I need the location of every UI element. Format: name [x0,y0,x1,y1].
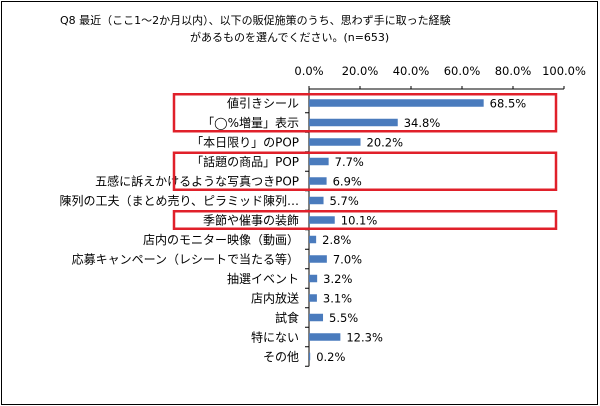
data-label: 5.5% [329,311,358,325]
x-tick-label: 60.0% [444,64,481,78]
x-tick-label: 20.0% [342,64,379,78]
bar [309,157,329,166]
data-label: 0.2% [316,350,345,364]
bar [309,216,335,224]
category-label: 特にない [251,330,299,345]
category-label: 「本日限り」のPOP [191,136,299,150]
bar [309,138,361,146]
data-label: 10.1% [341,214,378,228]
bar [309,333,341,341]
data-label: 6.9% [333,175,362,189]
data-label: 68.5% [490,97,527,111]
data-label: 3.2% [323,272,352,286]
x-tick-label: 100.0% [542,64,586,78]
bar [309,255,327,263]
chart-title: Q8 最近（ここ1～2か月以内）、以下の販促施策のうち、思わず手に取った経験 が… [60,12,480,46]
data-label: 7.0% [333,253,362,267]
bar [309,235,317,244]
category-label: 抽選イベント [227,272,299,286]
category-label: 店内放送 [251,291,299,306]
category-label: 五感に訴えかけるような写真つきPOP [95,174,299,189]
category-label: 応募キャンペーン（レシートで当たる等） [72,253,299,267]
category-label: 試食 [275,310,299,325]
x-tick-label: 0.0% [294,64,323,78]
highlight-box [172,93,558,133]
category-label: 値引きシール [227,96,299,111]
highlight-box [172,151,558,191]
bar [309,274,318,283]
data-label: 3.1% [323,292,352,306]
highlight-box [172,210,558,230]
data-label: 7.7% [335,155,364,169]
bar [309,118,398,127]
question-line-2: があるものを選んでください。(n=653) [190,31,390,44]
question-line-1: Q8 最近（ここ1～2か月以内）、以下の販促施策のうち、思わず手に取った経験 [60,14,451,27]
bar [309,177,327,185]
data-label: 34.8% [404,116,441,130]
data-label: 2.8% [322,233,351,247]
bar [309,313,324,322]
bar [309,196,324,205]
category-label: 季節や催事の装飾 [203,213,299,228]
bar [309,99,484,107]
data-label: 5.7% [330,194,359,208]
category-label: 陳列の工夫（まとめ売り、ピラミッド陳列… [59,193,299,208]
category-label: 「◯%増量」表示 [202,116,299,130]
data-label: 20.2% [367,136,404,150]
category-label: その他 [263,350,299,364]
bar [309,294,317,302]
x-tick-label: 80.0% [495,64,532,78]
x-tick-label: 40.0% [393,64,430,78]
bar [309,352,311,361]
data-label: 12.3% [346,331,383,345]
category-label: 店内のモニター映像（動画） [143,233,299,247]
category-label: 「話題の商品」POP [191,154,299,169]
